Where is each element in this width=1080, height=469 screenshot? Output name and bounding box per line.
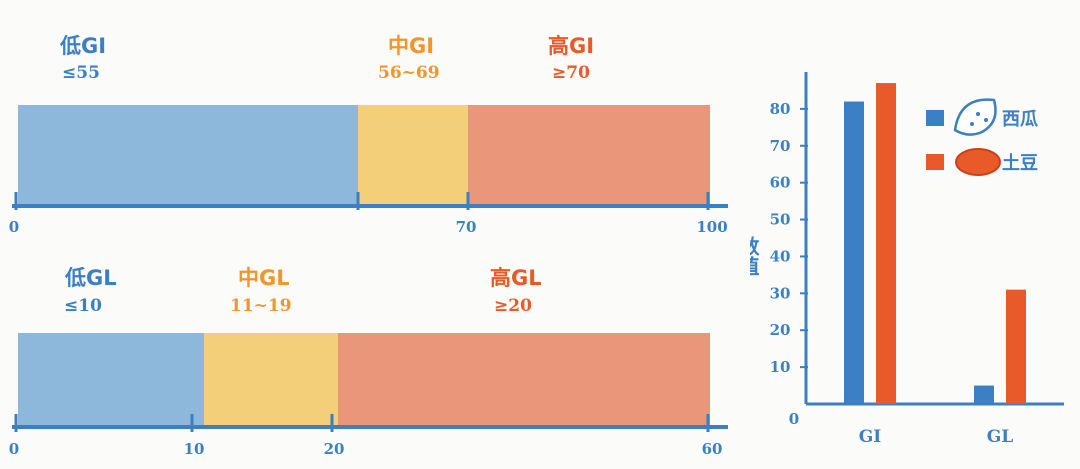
watermelon-icon	[953, 98, 997, 136]
low-gl-label: 低GL	[65, 266, 117, 290]
gi-tick-label: 70	[455, 218, 477, 236]
high-gl-range: ≥20	[494, 296, 532, 316]
mid-gl-label: 中GL	[238, 266, 290, 290]
mid-gl-range: 11~19	[230, 296, 292, 316]
gi-low-segment	[18, 105, 358, 205]
y-tick-label: 0	[789, 410, 799, 428]
gi-range-bar	[12, 105, 728, 210]
bar-GL-1	[1006, 289, 1026, 404]
legend-swatch	[926, 154, 944, 170]
y-tick-label: 60	[770, 174, 791, 192]
y-tick-label: 50	[770, 211, 791, 229]
y-tick-label: 10	[770, 358, 791, 376]
gi-mid-segment	[358, 105, 468, 205]
gi-high-segment	[468, 105, 710, 205]
legend-swatch	[926, 110, 944, 126]
legend-label: 西瓜	[1002, 109, 1038, 130]
bar-GL-0	[974, 385, 994, 404]
gl-mid-segment	[204, 333, 338, 425]
gl-tick-label: 10	[183, 440, 205, 458]
gl-low-segment	[18, 333, 204, 425]
x-tick-label: GL	[987, 427, 1014, 447]
gl-high-segment	[338, 333, 710, 425]
gl-range-bar	[12, 333, 728, 432]
mid-gi-label: 中GI	[388, 34, 435, 58]
y-axis-label: 数值	[750, 235, 760, 277]
potato-icon	[955, 148, 1001, 176]
y-tick-label: 30	[770, 284, 791, 302]
bar-GI-1	[876, 83, 896, 405]
y-tick-label: 40	[770, 247, 791, 265]
gl-tick-label: 60	[701, 440, 723, 458]
bar-GI-0	[844, 101, 864, 404]
mid-gi-range: 56~69	[378, 63, 440, 83]
gi-tick-label: 100	[696, 218, 728, 236]
high-gl-label: 高GL	[490, 266, 542, 290]
y-tick-label: 20	[770, 321, 791, 339]
high-gi-label: 高GI	[548, 34, 595, 58]
low-gl-range: ≤10	[64, 296, 102, 316]
y-tick-label: 80	[770, 100, 791, 118]
legend-label: 土豆	[1002, 153, 1038, 174]
y-tick-label: 70	[770, 137, 791, 155]
low-gi-label: 低GI	[60, 34, 107, 58]
high-gi-range: ≥70	[552, 63, 590, 83]
gi-tick-label: 0	[8, 218, 20, 236]
low-gi-range: ≤55	[62, 63, 100, 83]
x-tick-label: GI	[859, 427, 882, 447]
gl-tick-label: 0	[8, 440, 20, 458]
gl-tick-label: 20	[323, 440, 345, 458]
